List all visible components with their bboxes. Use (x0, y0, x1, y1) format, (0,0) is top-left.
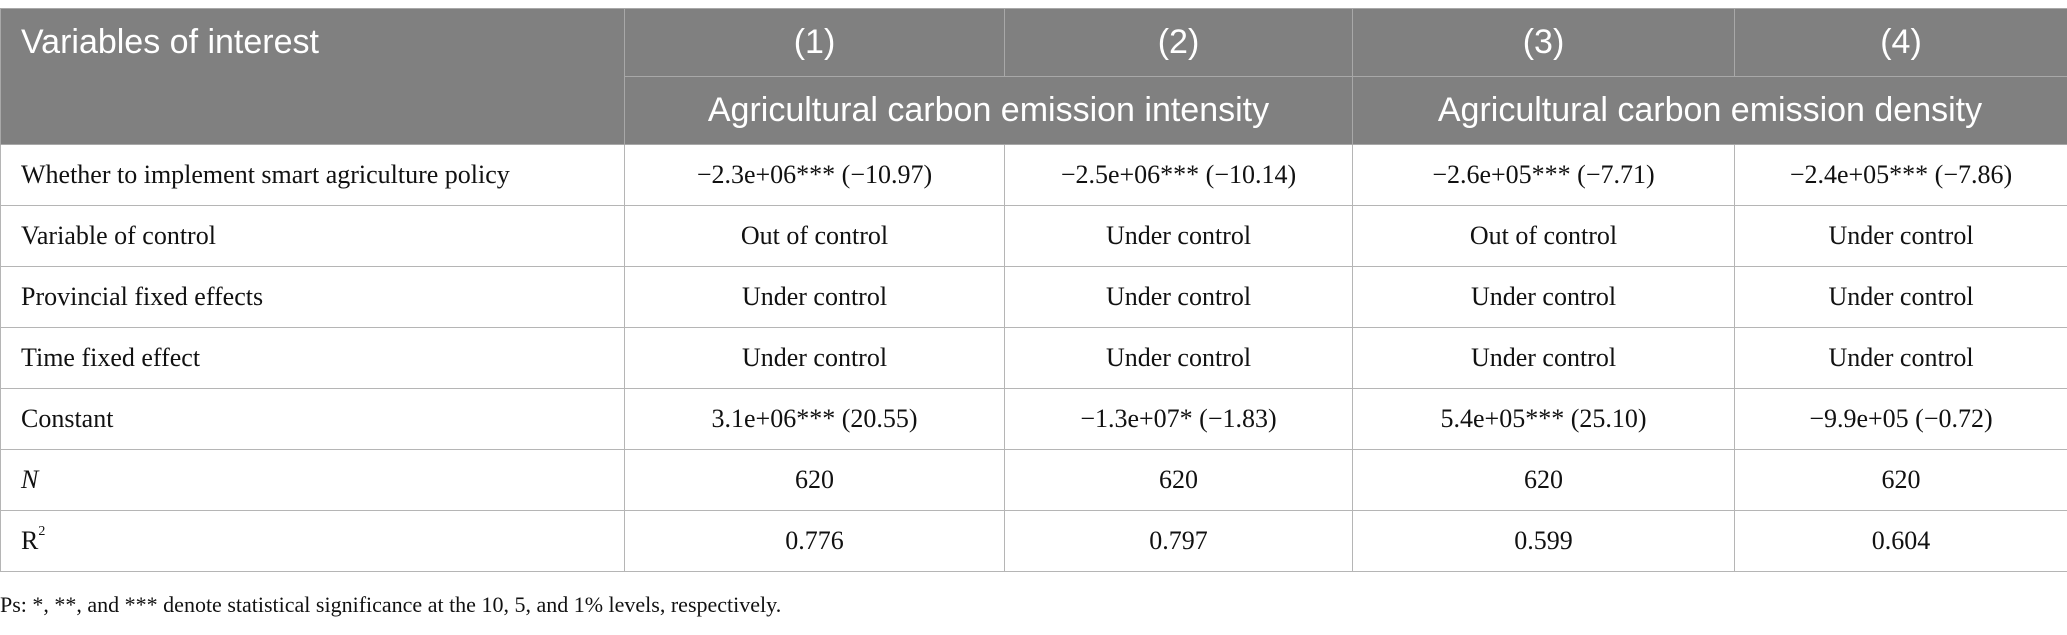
table-cell: 620 (624, 449, 1005, 511)
table-cell: 620 (1352, 449, 1735, 511)
table-cell: Under control (1004, 266, 1353, 328)
row-label-constant: Constant (0, 388, 625, 450)
row-label-provincial: Provincial fixed effects (0, 266, 625, 328)
row-label-time: Time fixed effect (0, 327, 625, 389)
table-footnote: Ps: *, **, and *** denote statistical si… (0, 592, 782, 617)
table-cell: 0.604 (1734, 510, 2067, 572)
table-row: Constant 3.1e+06*** (20.55) −1.3e+07* (−… (0, 388, 2067, 450)
table-cell: Under control (1352, 327, 1735, 389)
header-row-groups: Agricultural carbon emission intensity A… (1, 76, 2067, 145)
table-cell: Out of control (624, 205, 1005, 267)
row-label-control: Variable of control (0, 205, 625, 267)
table-cell: Under control (1004, 327, 1353, 389)
table-cell: 5.4e+05*** (25.10) (1352, 388, 1735, 450)
table-cell: Under control (1004, 205, 1353, 267)
table-cell: −2.3e+06*** (−10.97) (624, 144, 1005, 206)
table-cell: −9.9e+05 (−0.72) (1734, 388, 2067, 450)
table-cell: 0.599 (1352, 510, 1735, 572)
column-header-4: (4) (1734, 8, 2067, 77)
header-row-columns: Variables of interest (1) (2) (3) (4) (0, 8, 2067, 145)
row-label-r-squared: R2 (0, 510, 625, 572)
table-row: Whether to implement smart agriculture p… (0, 144, 2067, 206)
table-cell: Under control (1734, 327, 2067, 389)
table-cell: 3.1e+06*** (20.55) (624, 388, 1005, 450)
variables-header: Variables of interest (0, 8, 625, 145)
table-cell: Out of control (1352, 205, 1735, 267)
regression-table-container: Variables of interest (1) (2) (3) (4) Ag… (0, 8, 2067, 572)
group-header-density: Agricultural carbon emission density (1352, 76, 2067, 145)
table-cell: 620 (1734, 449, 2067, 511)
column-header-3: (3) (1352, 8, 1735, 77)
row-label-policy: Whether to implement smart agriculture p… (0, 144, 625, 206)
r-squared-base: R (21, 526, 39, 555)
row-label-n: N (0, 449, 625, 511)
regression-table: Variables of interest (1) (2) (3) (4) Ag… (0, 8, 2067, 572)
table-cell: 0.776 (624, 510, 1005, 572)
table-cell: Under control (1734, 205, 2067, 267)
table-cell: 620 (1004, 449, 1353, 511)
table-row: R2 0.776 0.797 0.599 0.604 (0, 510, 2067, 572)
table-row: N 620 620 620 620 (0, 449, 2067, 511)
table-body: Whether to implement smart agriculture p… (0, 144, 2067, 572)
column-header-1: (1) (624, 8, 1005, 77)
table-cell: Under control (624, 266, 1005, 328)
table-cell: −2.5e+06*** (−10.14) (1004, 144, 1353, 206)
column-header-2: (2) (1004, 8, 1353, 77)
table-cell: −2.6e+05*** (−7.71) (1352, 144, 1735, 206)
table-cell: −1.3e+07* (−1.83) (1004, 388, 1353, 450)
table-row: Variable of control Out of control Under… (0, 205, 2067, 267)
r-squared-exponent: 2 (38, 524, 46, 539)
table-cell: 0.797 (1004, 510, 1353, 572)
table-cell: Under control (1734, 266, 2067, 328)
table-header: Variables of interest (1) (2) (3) (4) Ag… (0, 8, 2067, 145)
table-cell: Under control (1352, 266, 1735, 328)
table-cell: −2.4e+05*** (−7.86) (1734, 144, 2067, 206)
group-header-intensity: Agricultural carbon emission intensity (624, 76, 1353, 145)
table-row: Provincial fixed effects Under control U… (0, 266, 2067, 328)
table-row: Time fixed effect Under control Under co… (0, 327, 2067, 389)
table-cell: Under control (624, 327, 1005, 389)
